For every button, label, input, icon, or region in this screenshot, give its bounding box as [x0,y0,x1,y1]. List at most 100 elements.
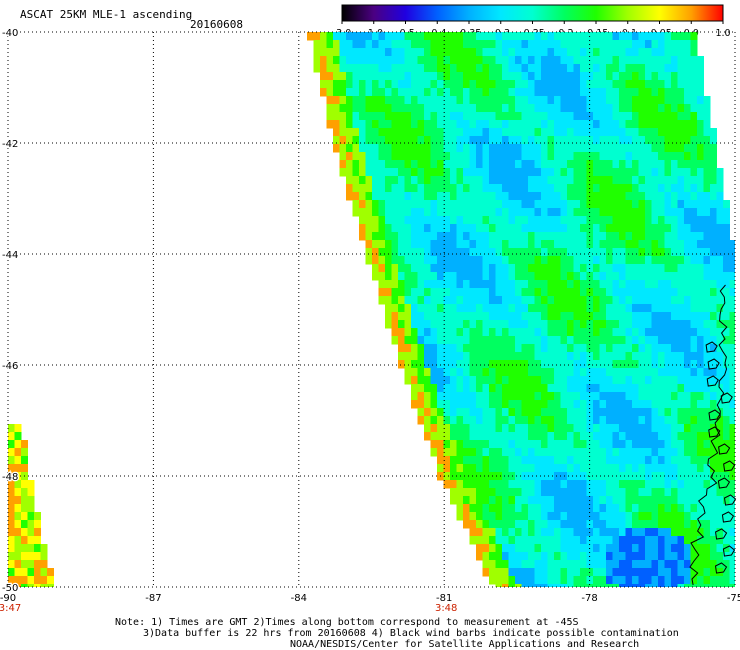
wind-cell [443,128,451,137]
wind-cell [515,560,522,569]
wind-cell [437,256,444,265]
wind-cell [612,96,620,105]
wind-cell [580,168,587,177]
wind-cell [365,96,373,105]
wind-cell [541,336,548,345]
wind-cell [593,424,600,433]
wind-cell [625,32,633,41]
wind-cell [632,320,639,329]
wind-cell [8,464,15,473]
wind-cell [424,120,431,129]
wind-cell [612,208,620,217]
wind-cell [632,160,639,169]
wind-cell [697,128,704,137]
wind-cell [404,216,412,225]
wind-cell [645,448,652,457]
wind-cell [580,72,587,81]
wind-cell [554,296,561,305]
wind-cell [547,168,555,177]
wind-cell [651,336,659,345]
wind-cell [404,160,412,169]
wind-cell [658,208,665,217]
wind-cell [424,400,431,409]
wind-cell [619,360,626,369]
wind-cell [528,312,535,321]
wind-cell [385,112,392,121]
wind-cell [489,152,496,161]
wind-cell [599,128,607,137]
wind-cell [508,144,516,153]
wind-cell [339,136,347,145]
wind-cell [554,568,561,577]
wind-cell [404,224,412,233]
wind-cell [638,376,646,385]
wind-cell [697,432,704,441]
wind-cell [404,240,412,249]
wind-cell [723,568,730,577]
wind-cell [658,504,665,513]
wind-cell [365,240,373,249]
wind-cell [625,104,633,113]
wind-cell [521,168,529,177]
wind-cell [378,248,386,257]
wind-cell [469,64,477,73]
wind-cell [606,328,613,337]
wind-cell [14,528,22,537]
wind-cell [547,576,555,585]
wind-cell [502,440,509,449]
wind-cell [320,32,327,41]
wind-cell [430,48,438,57]
wind-cell [411,144,418,153]
wind-cell [619,400,626,409]
wind-cell [495,192,503,201]
chart-title: ASCAT 25KM MLE-1 ascending [20,8,193,21]
wind-cell [534,400,542,409]
wind-cell [417,256,425,265]
wind-cell [528,136,535,145]
wind-cell [599,576,607,585]
wind-cell [411,376,418,385]
wind-cell [606,128,613,137]
wind-cell [664,328,672,337]
wind-cell [599,216,607,225]
wind-cell [645,216,652,225]
wind-cell [515,320,522,329]
wind-cell [547,192,555,201]
wind-cell [515,96,522,105]
wind-cell [632,344,639,353]
wind-cell [580,128,587,137]
wind-cell [638,352,646,361]
note-line-2: 3)Data buffer is 22 hrs from 20160608 4)… [143,628,679,639]
wind-cell [658,144,665,153]
wind-cell [567,448,574,457]
wind-cell [443,176,451,185]
wind-cell [593,208,600,217]
wind-cell [417,72,425,81]
wind-cell [430,88,438,97]
wind-cell [378,96,386,105]
wind-cell [677,64,685,73]
wind-cell [567,40,574,49]
wind-cell [21,576,28,585]
wind-cell [690,80,698,89]
wind-cell [573,72,581,81]
wind-cell [411,40,418,49]
wind-cell [398,296,405,305]
wind-cell [703,552,711,561]
wind-cell [651,88,659,97]
wind-cell [612,568,620,577]
wind-cell [424,280,431,289]
wind-cell [469,392,477,401]
wind-cell [515,224,522,233]
wind-cell [645,80,652,89]
wind-cell [684,352,691,361]
wind-cell [456,168,464,177]
wind-cell [612,256,620,265]
wind-cell [703,112,711,121]
wind-cell [612,464,620,473]
wind-cell [612,152,620,161]
wind-cell [599,240,607,249]
wind-cell [385,264,392,273]
wind-cell [443,72,451,81]
wind-cell [469,408,477,417]
